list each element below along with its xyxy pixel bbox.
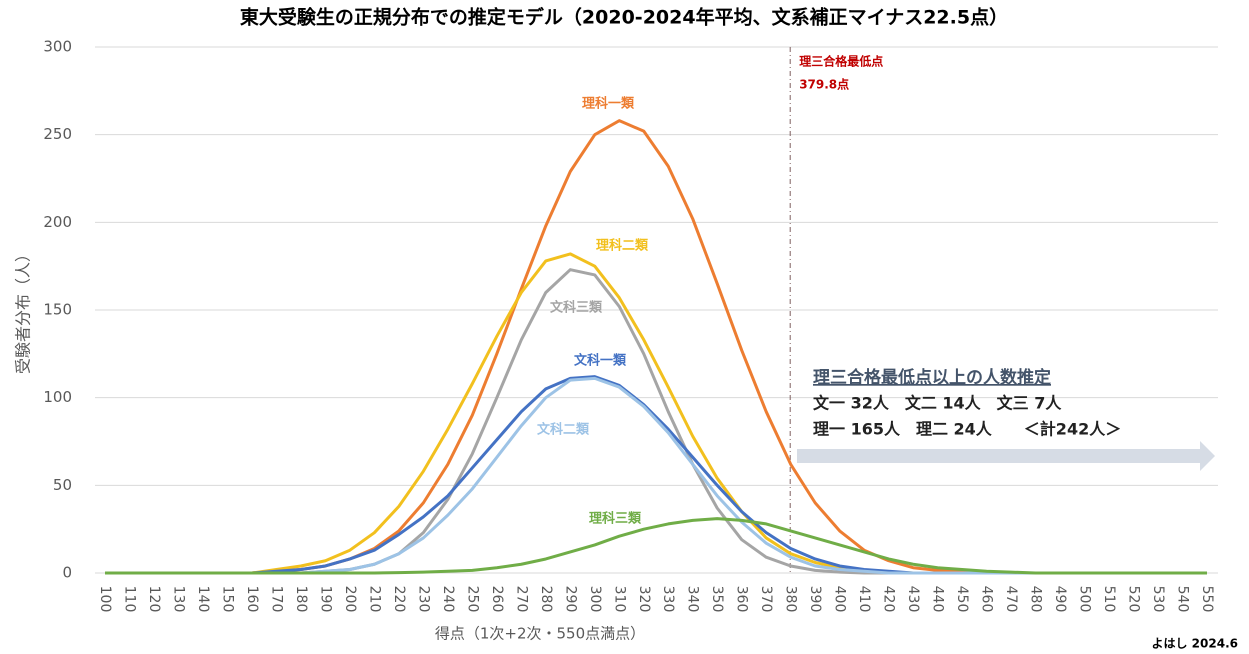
x-tick-label: 300 [587,586,603,613]
x-tick-label: 220 [391,586,407,613]
x-tick-label: 490 [1052,586,1068,613]
x-tick-label: 360 [734,586,750,613]
x-tick-label: 190 [317,586,333,613]
x-tick-label: 430 [905,586,921,613]
x-tick-label: 530 [1150,586,1166,613]
x-tick-label: 150 [219,586,235,613]
x-tick-label: 420 [881,586,897,613]
y-tick-label: 100 [43,388,72,406]
x-tick-label: 310 [611,586,627,613]
x-tick-label: 270 [513,586,529,613]
x-tick-label: 320 [636,586,652,613]
x-tick-label: 440 [930,586,946,613]
x-axis-label: 得点（1次+2次・550点満点） [435,625,645,643]
x-tick-label: 170 [268,586,284,613]
x-tick-label: 410 [856,586,872,613]
x-tick-label: 400 [832,586,848,613]
x-tick-label: 350 [709,586,725,613]
x-tick-label: 450 [954,586,970,613]
x-tick-label: 550 [1199,586,1215,613]
reference-label: 理三合格最低点 [799,54,883,69]
x-tick-label: 520 [1126,586,1142,613]
series-label: 理科二類 [596,238,649,254]
y-axis-label: 受験者分布（人） [14,246,33,374]
x-tick-label: 460 [979,586,995,613]
plot-area: 0 50 100 150 200 250 300 100 110 120 130 140 150 160 1… [43,38,1218,613]
reference-value: 379.8点 [799,77,849,92]
x-tick-label: 250 [464,586,480,613]
x-tick-label: 200 [342,586,358,613]
y-tick-label: 50 [53,476,72,494]
x-tick-label: 390 [807,586,823,613]
y-tick-label: 0 [62,564,72,582]
y-tick-label: 200 [43,213,72,231]
arrow [797,441,1215,471]
chart-title: 東大受験生の正規分布での推定モデル（2020-2024年平均、文系補正マイナス2… [240,6,1008,29]
x-tick-label: 500 [1077,586,1093,613]
x-tick-label: 130 [170,586,186,613]
series-label: 文科三類 [550,300,603,316]
series-label: 文科一類 [574,353,627,369]
series-label: 理科三類 [589,511,642,527]
x-tick-label: 480 [1028,586,1044,613]
x-tick-label: 290 [562,586,578,613]
x-tick-label: 260 [489,586,505,613]
series-line [105,517,1207,575]
x-tick-label: 340 [685,586,701,613]
estimate-title: 理三合格最低点以上の人数推定 [813,367,1051,388]
x-tick-label: 140 [195,586,211,613]
series-line [105,119,1207,575]
x-tick-label: 230 [415,586,431,613]
credit: よはし 2024.6 [1152,637,1239,651]
y-tick-label: 150 [43,301,72,319]
x-tick-label: 540 [1175,586,1191,613]
x-tick-label: 210 [366,586,382,613]
y-tick-label: 250 [43,125,72,143]
x-tick-label: 120 [146,586,162,613]
estimate-line: 文一 32人 文二 14人 文三 7人 [813,394,1062,413]
x-tick-label: 160 [244,586,260,613]
series-label: 文科二類 [537,422,590,438]
x-tick-label: 240 [440,586,456,613]
x-tick-label: 180 [293,586,309,613]
x-tick-label: 470 [1003,586,1019,613]
series-label: 理科一類 [582,96,635,112]
x-tick-label: 280 [538,586,554,613]
x-tick-label: 110 [121,586,137,613]
x-tick-label: 510 [1101,586,1117,613]
estimate-line: 理一 165人 理二 24人 ＜計242人＞ [813,420,1121,439]
x-tick-label: 100 [97,586,113,613]
x-tick-label: 380 [783,586,799,613]
x-tick-label: 370 [758,586,774,613]
x-tick-label: 330 [660,586,676,613]
y-tick-label: 300 [43,38,72,56]
